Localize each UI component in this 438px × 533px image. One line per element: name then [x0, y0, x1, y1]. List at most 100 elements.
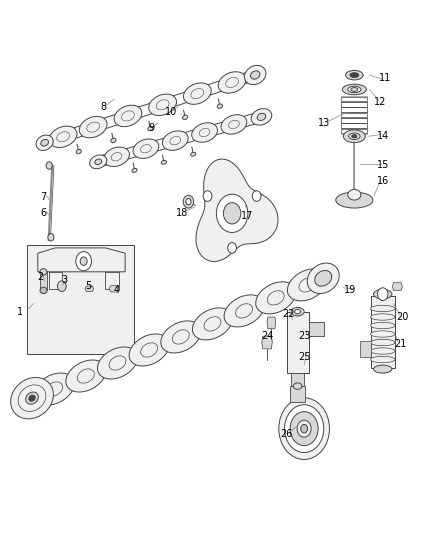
- Ellipse shape: [104, 147, 130, 166]
- Circle shape: [285, 405, 324, 453]
- Text: 10: 10: [165, 107, 177, 117]
- Ellipse shape: [371, 322, 395, 329]
- Ellipse shape: [256, 282, 296, 314]
- Polygon shape: [49, 272, 62, 289]
- Ellipse shape: [192, 123, 218, 142]
- Text: 8: 8: [100, 102, 106, 112]
- Circle shape: [279, 398, 329, 459]
- Text: 25: 25: [298, 352, 311, 362]
- Ellipse shape: [346, 70, 363, 80]
- Circle shape: [300, 424, 307, 433]
- Ellipse shape: [11, 377, 53, 419]
- Polygon shape: [40, 272, 47, 290]
- Text: 22: 22: [283, 309, 295, 319]
- Ellipse shape: [351, 87, 358, 91]
- Ellipse shape: [336, 192, 373, 208]
- Circle shape: [378, 288, 388, 301]
- Ellipse shape: [95, 159, 102, 165]
- Text: 15: 15: [377, 160, 389, 171]
- Ellipse shape: [218, 72, 246, 93]
- Ellipse shape: [183, 115, 188, 119]
- Circle shape: [186, 198, 191, 205]
- Polygon shape: [196, 159, 278, 262]
- Ellipse shape: [41, 140, 49, 146]
- Circle shape: [183, 195, 194, 208]
- Ellipse shape: [371, 305, 395, 312]
- Circle shape: [290, 411, 318, 446]
- Ellipse shape: [348, 86, 361, 93]
- Ellipse shape: [371, 314, 395, 320]
- Circle shape: [48, 233, 54, 241]
- Polygon shape: [287, 312, 308, 373]
- Ellipse shape: [349, 133, 360, 140]
- Ellipse shape: [374, 365, 392, 373]
- Circle shape: [46, 162, 52, 169]
- Text: 20: 20: [396, 312, 409, 322]
- Ellipse shape: [244, 66, 266, 85]
- Ellipse shape: [40, 287, 47, 294]
- Text: 16: 16: [377, 176, 389, 187]
- Ellipse shape: [26, 392, 39, 404]
- Text: 12: 12: [374, 96, 387, 107]
- Circle shape: [216, 194, 248, 232]
- Ellipse shape: [111, 138, 116, 143]
- Polygon shape: [360, 341, 371, 357]
- Ellipse shape: [133, 139, 159, 158]
- Ellipse shape: [348, 189, 361, 200]
- Text: 4: 4: [113, 286, 120, 295]
- Text: 13: 13: [318, 118, 330, 128]
- Ellipse shape: [371, 340, 395, 346]
- Ellipse shape: [162, 131, 188, 150]
- Ellipse shape: [251, 109, 272, 125]
- Ellipse shape: [114, 105, 142, 127]
- Polygon shape: [267, 317, 276, 329]
- Ellipse shape: [161, 160, 166, 164]
- Ellipse shape: [66, 360, 106, 392]
- Polygon shape: [371, 296, 395, 368]
- Ellipse shape: [343, 130, 365, 143]
- Polygon shape: [106, 272, 119, 289]
- Circle shape: [76, 252, 92, 271]
- Text: 5: 5: [85, 281, 91, 291]
- Text: 7: 7: [40, 192, 46, 203]
- Ellipse shape: [350, 72, 359, 77]
- Text: 11: 11: [379, 73, 391, 83]
- Ellipse shape: [293, 383, 302, 389]
- Circle shape: [252, 191, 261, 201]
- Ellipse shape: [90, 155, 107, 169]
- Text: 6: 6: [40, 208, 46, 219]
- Text: 3: 3: [61, 275, 67, 285]
- Ellipse shape: [76, 149, 81, 154]
- Ellipse shape: [148, 126, 153, 131]
- Circle shape: [228, 243, 237, 253]
- Ellipse shape: [343, 84, 366, 95]
- Ellipse shape: [287, 269, 328, 301]
- Polygon shape: [308, 322, 324, 336]
- Ellipse shape: [40, 269, 47, 275]
- Polygon shape: [85, 286, 94, 292]
- Text: 18: 18: [176, 208, 188, 219]
- Ellipse shape: [129, 334, 169, 366]
- Circle shape: [223, 203, 241, 224]
- Ellipse shape: [191, 152, 196, 156]
- Ellipse shape: [224, 295, 264, 327]
- Ellipse shape: [29, 395, 35, 401]
- Circle shape: [80, 257, 87, 265]
- Ellipse shape: [371, 331, 395, 337]
- Ellipse shape: [294, 310, 300, 314]
- Ellipse shape: [307, 263, 339, 294]
- Circle shape: [57, 281, 66, 292]
- Ellipse shape: [251, 71, 260, 79]
- Ellipse shape: [291, 308, 304, 316]
- Ellipse shape: [36, 135, 53, 150]
- Polygon shape: [262, 336, 272, 349]
- Text: 1: 1: [17, 306, 23, 317]
- Text: 26: 26: [280, 429, 293, 439]
- Ellipse shape: [217, 104, 223, 108]
- Polygon shape: [109, 286, 120, 292]
- Ellipse shape: [221, 115, 247, 134]
- Text: 19: 19: [344, 286, 356, 295]
- Text: 23: 23: [298, 330, 311, 341]
- Polygon shape: [392, 282, 403, 290]
- Text: 21: 21: [394, 338, 406, 349]
